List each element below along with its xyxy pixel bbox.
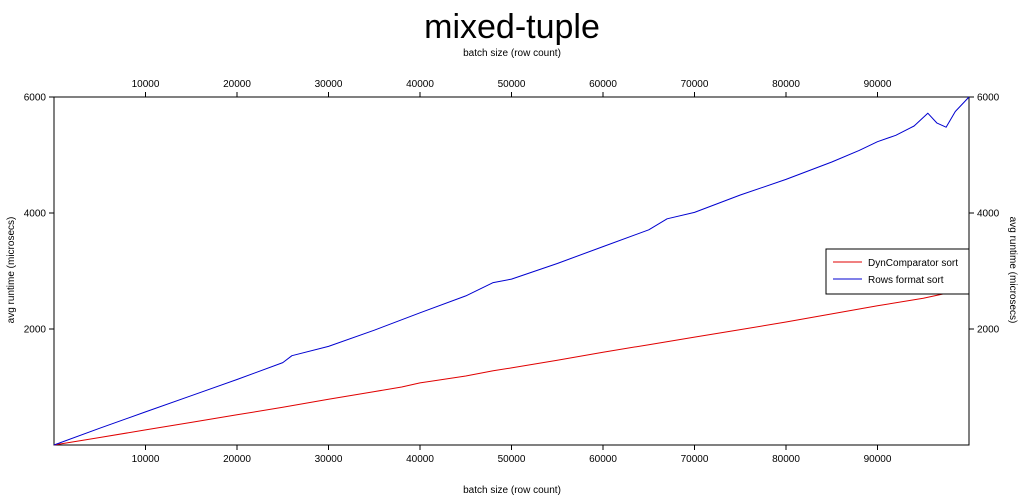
- legend: DynComparator sort Rows format sort: [825, 248, 970, 295]
- chart-title: mixed-tuple: [424, 8, 600, 46]
- legend-box: [825, 248, 970, 295]
- x-tick-label-top: 10000: [132, 79, 160, 90]
- x-tick-label-bottom: 30000: [315, 454, 343, 465]
- legend-label-dyncomparator: DynComparator sort: [868, 258, 958, 269]
- x-tick-label-bottom: 60000: [589, 454, 617, 465]
- x-tick-label-top: 70000: [681, 79, 709, 90]
- y-tick-label-left: 2000: [24, 325, 47, 336]
- y-axis-label: avg runtime (microsecs): [6, 217, 17, 324]
- x-tick-label-top: 90000: [864, 79, 892, 90]
- y-tick-label-left: 6000: [24, 93, 47, 104]
- y-axis-label-right: avg runtime (microsecs): [1007, 217, 1018, 324]
- x-tick-label-top: 40000: [406, 79, 434, 90]
- x-tick-label-bottom: 40000: [406, 454, 434, 465]
- y-tick-label-left: 4000: [24, 209, 47, 220]
- x-tick-label-bottom: 70000: [681, 454, 709, 465]
- x-tick-label-top: 50000: [498, 79, 526, 90]
- x-axis-label: batch size (row count): [463, 485, 561, 496]
- x-tick-label-bottom: 90000: [864, 454, 892, 465]
- x-tick-label-bottom: 10000: [132, 454, 160, 465]
- x-tick-label-bottom: 50000: [498, 454, 526, 465]
- x-tick-label-top: 30000: [315, 79, 343, 90]
- legend-label-rows-format: Rows format sort: [868, 275, 944, 286]
- axis-ticks: 10000 10000 20000 20000 30000 30000 40000 40000…: [24, 79, 1000, 465]
- x-tick-label-top: 80000: [772, 79, 800, 90]
- series-lines: [53, 96, 970, 446]
- y-tick-label-right: 6000: [977, 93, 1000, 104]
- x-tick-label-bottom: 20000: [223, 454, 251, 465]
- y-tick-label-right: 4000: [977, 209, 1000, 220]
- x-axis-label-top: batch size (row count): [463, 48, 561, 59]
- x-tick-label-top: 60000: [589, 79, 617, 90]
- x-tick-label-bottom: 80000: [772, 454, 800, 465]
- series-line-rows-format: [53, 96, 970, 446]
- y-tick-label-right: 2000: [977, 325, 1000, 336]
- x-tick-label-top: 20000: [223, 79, 251, 90]
- series-line-dyncomparator: [53, 287, 970, 446]
